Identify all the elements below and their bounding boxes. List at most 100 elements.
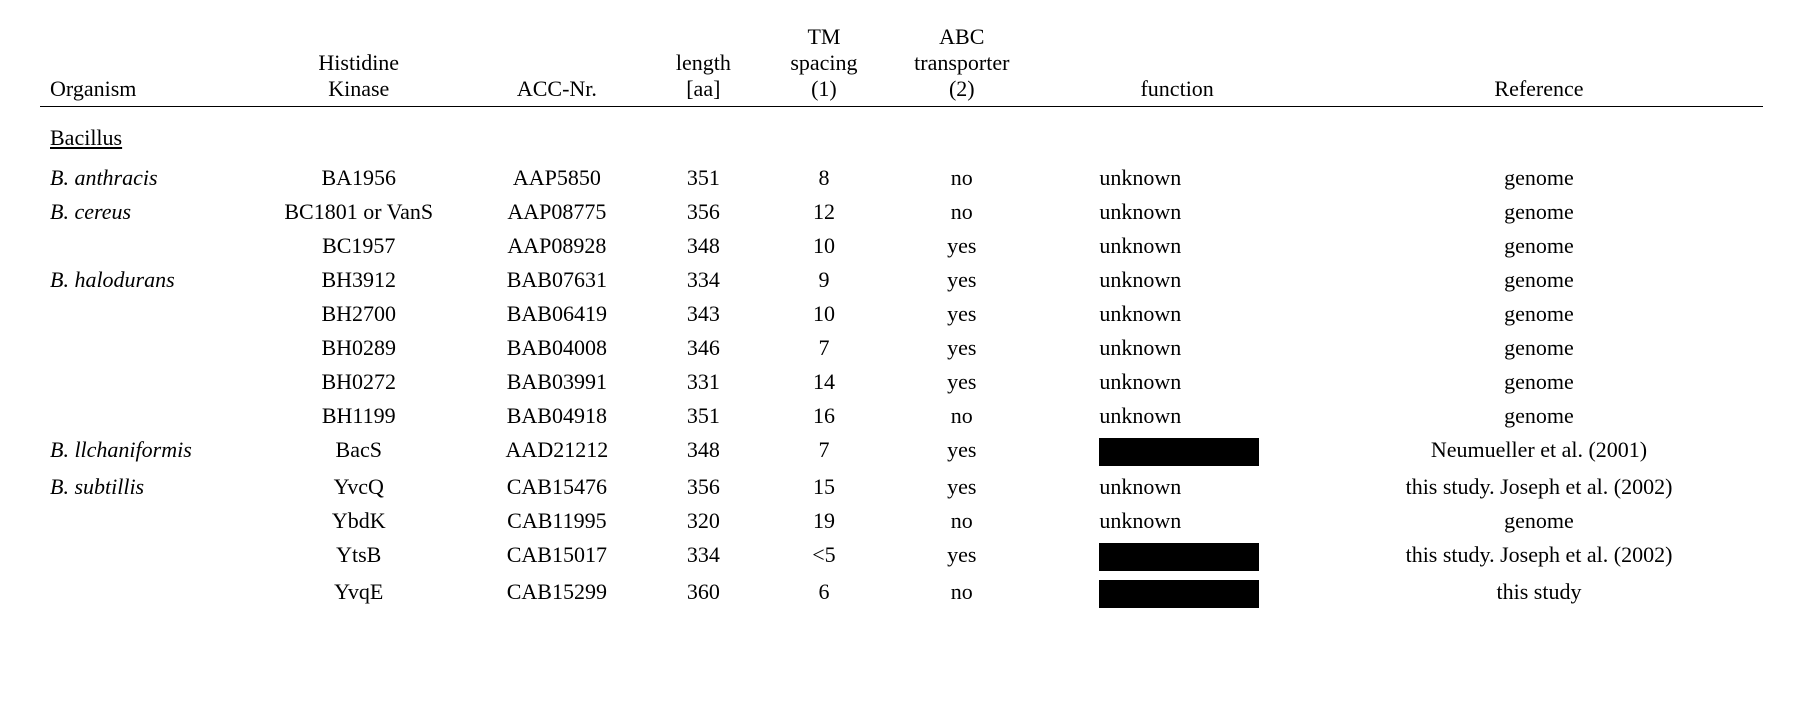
cell-reference: genome <box>1315 195 1763 229</box>
cell-acc-nr: CAB15017 <box>471 538 643 575</box>
cell-acc-nr: BAB07631 <box>471 263 643 297</box>
table-header: Organism HistidineKinase ACC-Nr. length[… <box>40 20 1763 107</box>
cell-histidine-kinase: YtsB <box>247 538 471 575</box>
cell-tm-spacing: 19 <box>764 504 885 538</box>
cell-acc-nr: AAP5850 <box>471 161 643 195</box>
table-row: YtsBCAB15017334<5yes this study. Joseph e… <box>40 538 1763 575</box>
table-row: BC1957AAP0892834810yesunknowngenome <box>40 229 1763 263</box>
cell-organism <box>40 575 247 612</box>
cell-histidine-kinase: BH0289 <box>247 331 471 365</box>
cell-abc-transporter: yes <box>884 331 1039 365</box>
cell-function <box>1039 433 1315 470</box>
cell-abc-transporter: yes <box>884 229 1039 263</box>
cell-length: 346 <box>643 331 764 365</box>
cell-reference: genome <box>1315 365 1763 399</box>
cell-abc-transporter: no <box>884 195 1039 229</box>
cell-abc-transporter: yes <box>884 365 1039 399</box>
cell-histidine-kinase: BC1957 <box>247 229 471 263</box>
cell-tm-spacing: 15 <box>764 470 885 504</box>
redacted-block <box>1099 580 1259 608</box>
cell-tm-spacing: <5 <box>764 538 885 575</box>
cell-histidine-kinase: BH3912 <box>247 263 471 297</box>
cell-function: unknown <box>1039 365 1315 399</box>
header-row: Organism HistidineKinase ACC-Nr. length[… <box>40 20 1763 107</box>
table-row: B. haloduransBH3912BAB076313349yesunknow… <box>40 263 1763 297</box>
cell-function: unknown <box>1039 504 1315 538</box>
cell-tm-spacing: 7 <box>764 433 885 470</box>
cell-organism <box>40 399 247 433</box>
cell-reference: Neumueller et al. (2001) <box>1315 433 1763 470</box>
col-function: function <box>1039 20 1315 107</box>
cell-abc-transporter: no <box>884 504 1039 538</box>
cell-abc-transporter: yes <box>884 538 1039 575</box>
cell-length: 360 <box>643 575 764 612</box>
cell-abc-transporter: yes <box>884 297 1039 331</box>
cell-organism <box>40 331 247 365</box>
cell-function: unknown <box>1039 331 1315 365</box>
cell-histidine-kinase: YvqE <box>247 575 471 612</box>
cell-reference: genome <box>1315 263 1763 297</box>
table-body: Bacillus B. anthracisBA1956AAP58503518no… <box>40 107 1763 612</box>
cell-reference: this study. Joseph et al. (2002) <box>1315 470 1763 504</box>
cell-abc-transporter: yes <box>884 263 1039 297</box>
cell-histidine-kinase: BH1199 <box>247 399 471 433</box>
cell-tm-spacing: 14 <box>764 365 885 399</box>
cell-acc-nr: BAB04008 <box>471 331 643 365</box>
cell-reference: genome <box>1315 504 1763 538</box>
cell-abc-transporter: no <box>884 399 1039 433</box>
cell-tm-spacing: 6 <box>764 575 885 612</box>
cell-function <box>1039 538 1315 575</box>
cell-function: unknown <box>1039 229 1315 263</box>
cell-organism: B. cereus <box>40 195 247 229</box>
col-tm-spacing: TMspacing(1) <box>764 20 885 107</box>
table-row: B. subtillisYvcQCAB1547635615yesunknownt… <box>40 470 1763 504</box>
cell-length: 348 <box>643 229 764 263</box>
table-row: B. llchaniformisBacSAAD212123487yesNeumu… <box>40 433 1763 470</box>
cell-histidine-kinase: BacS <box>247 433 471 470</box>
cell-organism: B. halodurans <box>40 263 247 297</box>
cell-length: 334 <box>643 263 764 297</box>
cell-reference: genome <box>1315 161 1763 195</box>
col-organism: Organism <box>40 20 247 107</box>
col-acc-nr: ACC-Nr. <box>471 20 643 107</box>
col-length: length[aa] <box>643 20 764 107</box>
cell-abc-transporter: no <box>884 161 1039 195</box>
table-row: BH2700BAB0641934310yesunknowngenome <box>40 297 1763 331</box>
cell-organism: B. llchaniformis <box>40 433 247 470</box>
cell-acc-nr: BAB04918 <box>471 399 643 433</box>
col-abc-transporter: ABCtransporter(2) <box>884 20 1039 107</box>
table-row: YvqECAB152993606nothis study <box>40 575 1763 612</box>
table-row: BH0289BAB040083467yesunknowngenome <box>40 331 1763 365</box>
table-row: BH1199BAB0491835116nounknowngenome <box>40 399 1763 433</box>
cell-acc-nr: BAB06419 <box>471 297 643 331</box>
col-reference: Reference <box>1315 20 1763 107</box>
cell-length: 331 <box>643 365 764 399</box>
data-table: Organism HistidineKinase ACC-Nr. length[… <box>40 20 1763 612</box>
cell-reference: this study. Joseph et al. (2002) <box>1315 538 1763 575</box>
cell-reference: genome <box>1315 229 1763 263</box>
cell-acc-nr: AAP08775 <box>471 195 643 229</box>
section-header-cell: Bacillus <box>40 107 1763 162</box>
cell-histidine-kinase: YvcQ <box>247 470 471 504</box>
cell-function: unknown <box>1039 263 1315 297</box>
cell-organism <box>40 297 247 331</box>
cell-organism <box>40 365 247 399</box>
cell-length: 334 <box>643 538 764 575</box>
cell-organism: B. anthracis <box>40 161 247 195</box>
cell-reference: genome <box>1315 297 1763 331</box>
cell-organism <box>40 229 247 263</box>
cell-abc-transporter: yes <box>884 470 1039 504</box>
cell-organism <box>40 538 247 575</box>
cell-length: 356 <box>643 195 764 229</box>
cell-organism: B. subtillis <box>40 470 247 504</box>
cell-histidine-kinase: BH0272 <box>247 365 471 399</box>
section-row: Bacillus <box>40 107 1763 162</box>
cell-function: unknown <box>1039 470 1315 504</box>
cell-acc-nr: AAP08928 <box>471 229 643 263</box>
cell-acc-nr: CAB15299 <box>471 575 643 612</box>
cell-tm-spacing: 8 <box>764 161 885 195</box>
cell-abc-transporter: no <box>884 575 1039 612</box>
table-row: B. cereusBC1801 or VanSAAP0877535612noun… <box>40 195 1763 229</box>
redacted-block <box>1099 543 1259 571</box>
cell-function: unknown <box>1039 195 1315 229</box>
